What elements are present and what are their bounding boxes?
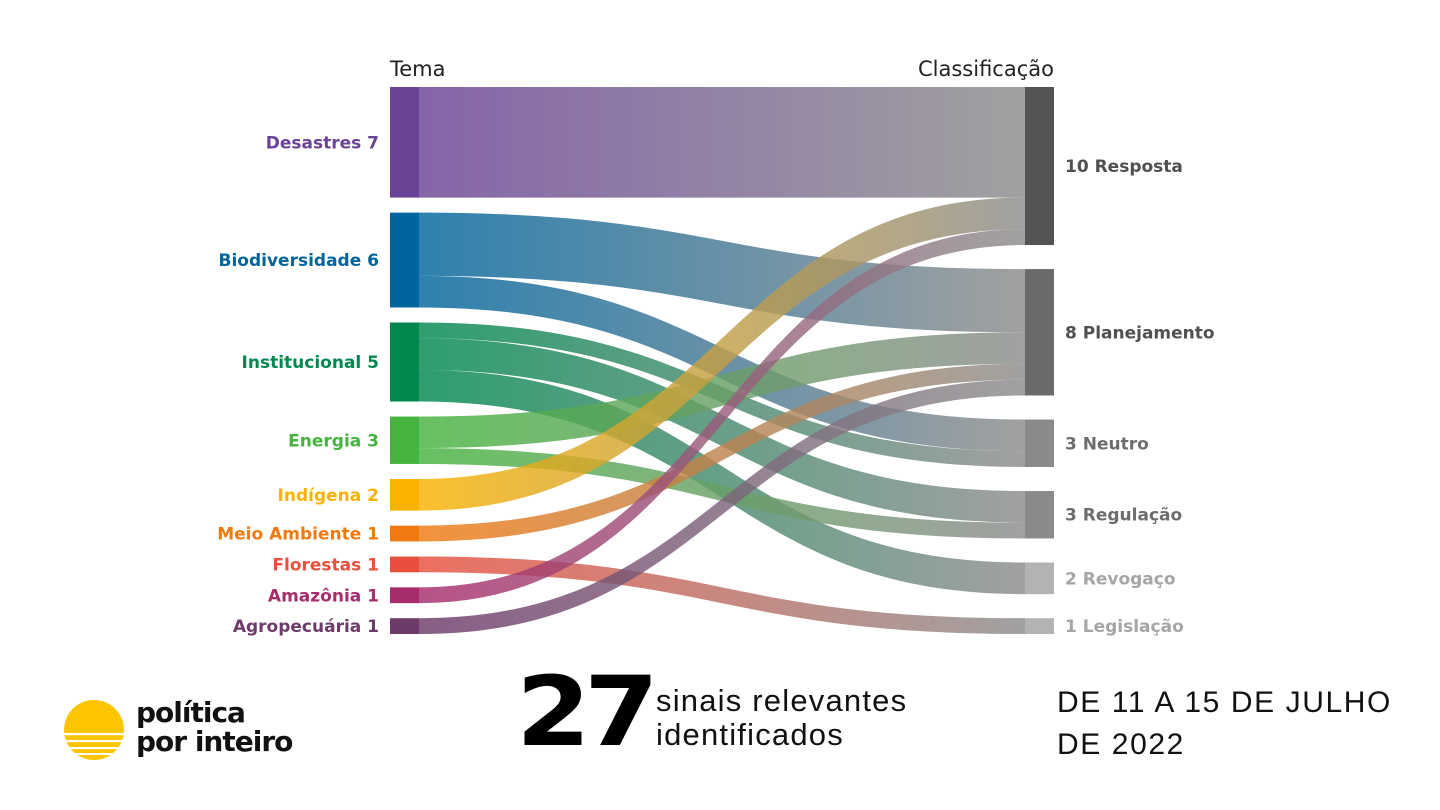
source-node-institucional	[390, 322, 419, 402]
target-label-legislacao: 1 Legislação	[1065, 617, 1184, 637]
right-column-header: Classificação	[918, 57, 1054, 81]
signals-caption-line-1: sinais relevantes	[656, 683, 908, 718]
link-amazonia-to-resposta	[419, 229, 1025, 604]
link-institucional-to-revogaco	[419, 369, 1025, 595]
sankey-chart: Tema Classificação Desastres 7 Biodiversi…	[217, 57, 1214, 637]
signals-caption: sinais relevantes identificados	[656, 684, 907, 752]
target-node-legislacao	[1025, 618, 1054, 634]
period: DE 11 A 15 DE JULHO DE 2022	[1057, 682, 1392, 766]
logo-text: política por inteiro	[136, 696, 293, 758]
target-label-planejamento: 8 Planejamento	[1065, 323, 1215, 343]
target-node-resposta	[1025, 87, 1054, 245]
target-label-revogaco: 2 Revogaço	[1065, 569, 1176, 589]
logo-line-1: política	[136, 696, 246, 729]
period-line-1: DE 11 A 15 DE JULHO	[1057, 686, 1392, 719]
source-label-florestas: Florestas 1	[272, 555, 379, 575]
left-column-header: Tema	[389, 57, 446, 81]
period-line-2: DE 2022	[1057, 728, 1185, 761]
source-node-energia	[390, 416, 419, 464]
target-node-neutro	[1025, 419, 1054, 467]
target-label-neutro: 3 Neutro	[1065, 434, 1149, 454]
source-label-amazonia: Amazônia 1	[268, 586, 379, 606]
logo-line-2: por inteiro	[136, 725, 293, 758]
link-institucional-to-regulacao	[419, 338, 1025, 523]
footer: política por inteiro 27 sinais relevante…	[0, 662, 1440, 788]
target-label-resposta: 10 Resposta	[1065, 157, 1183, 177]
target-node-planejamento	[1025, 269, 1054, 396]
source-node-florestas	[390, 556, 419, 573]
source-node-agropecuaria	[390, 618, 419, 634]
politica-por-inteiro-logo: política por inteiro	[62, 696, 322, 766]
signal-count: 27	[516, 656, 659, 768]
source-label-institucional: Institucional 5	[242, 353, 379, 373]
source-node-amazonia	[390, 587, 419, 604]
link-agropecuaria-to-planejamento	[419, 379, 1025, 634]
source-label-desastres: Desastres 7	[266, 133, 379, 153]
source-node-desastres	[390, 87, 419, 198]
links-layer	[419, 87, 1025, 634]
link-energia-to-planejamento	[419, 332, 1025, 449]
link-florestas-to-legislacao	[419, 556, 1025, 634]
source-label-biodiversidade: Biodiversidade 6	[219, 251, 380, 271]
target-node-regulacao	[1025, 491, 1054, 539]
target-node-revogaco	[1025, 562, 1054, 595]
link-biodiversidade-to-planejamento	[419, 212, 1025, 333]
sun-logo-icon	[62, 700, 126, 760]
link-meio-ambiente-to-planejamento	[419, 363, 1025, 542]
link-desastres-to-resposta	[419, 87, 1025, 198]
source-label-indigena: Indígena 2	[278, 486, 379, 506]
link-indigena-to-resposta	[419, 197, 1025, 511]
source-label-agropecuaria: Agropecuária 1	[233, 617, 379, 637]
source-label-energia: Energia 3	[288, 431, 379, 451]
nodes-layer	[390, 87, 1054, 634]
source-label-meio-ambiente: Meio Ambiente 1	[217, 525, 379, 545]
labels-layer: Desastres 7 Biodiversidade 6 Institucional…	[217, 133, 1214, 637]
target-label-regulacao: 3 Regulação	[1065, 506, 1182, 526]
source-node-indigena	[390, 479, 419, 511]
signals-caption-line-2: identificados	[656, 717, 844, 752]
source-node-biodiversidade	[390, 212, 419, 308]
source-node-meio-ambiente	[390, 525, 419, 542]
